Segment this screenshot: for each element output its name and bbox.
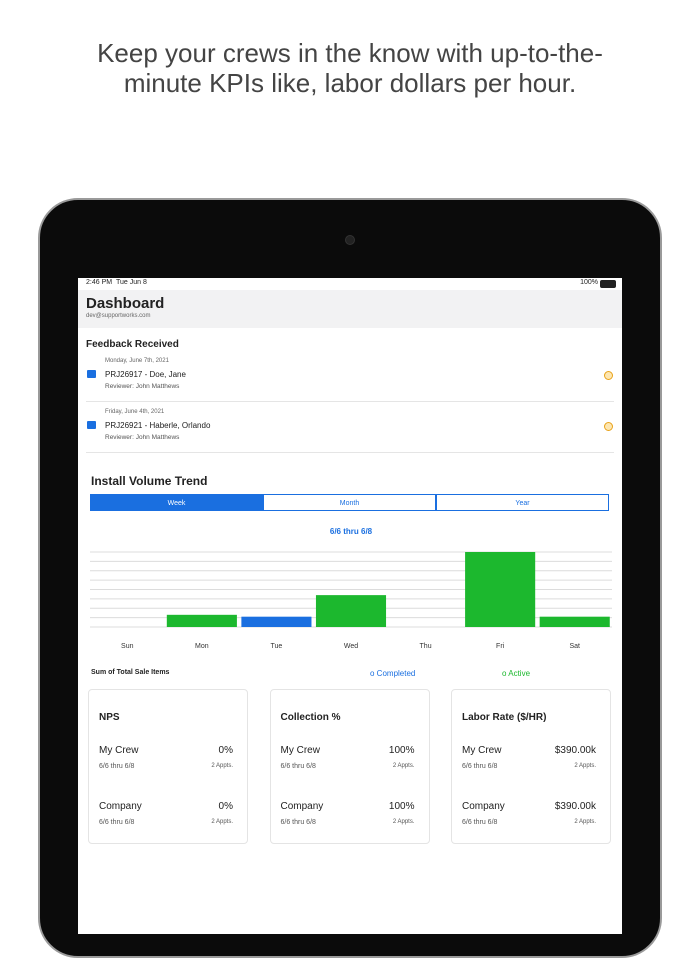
feedback-title: Feedback Received — [86, 339, 179, 350]
status-time: 2:46 PM — [86, 279, 113, 286]
row-value: $390.00k — [554, 801, 596, 812]
status-date: Tue Jun 8 — [116, 279, 147, 286]
screen: 2:46 PM Tue Jun 8 100% Dashboard dev@support… — [78, 278, 622, 934]
bar — [465, 552, 536, 627]
row-name: Company — [462, 801, 505, 812]
row-range: 6/6 thru 6/8 — [99, 819, 135, 826]
separator — [86, 401, 614, 402]
feedback-badge — [604, 422, 613, 431]
header-bar — [78, 290, 622, 328]
row-value: 0% — [218, 801, 233, 812]
row-name: Company — [99, 801, 142, 812]
x-tick-label: Sat — [569, 643, 580, 650]
battery-icon — [600, 280, 616, 288]
period-tab[interactable]: Year — [436, 494, 609, 511]
separator — [86, 452, 614, 453]
row-name: My Crew — [462, 745, 502, 756]
row-appts: 2 Appts. — [574, 763, 596, 769]
x-tick-label: Thu — [420, 643, 432, 650]
kpi-card: Labor Rate ($/HR) My Crew $390.00k 6/6 thru… — [451, 689, 611, 844]
x-tick-label: Sun — [121, 643, 134, 650]
legend-item: o Completed — [370, 669, 416, 678]
kpi-card: Collection % My Crew 100% 6/6 thru 6/8 2 App… — [269, 689, 430, 844]
kpi-card: NPS My Crew 0% 6/6 thru 6/8 2 Appts. Company 0… — [88, 689, 248, 844]
feedback-project[interactable]: PRJ26921 - Haberle, Orlando — [105, 421, 211, 430]
x-tick-label: Wed — [344, 643, 358, 650]
row-name: My Crew — [280, 745, 320, 756]
row-range: 6/6 thru 6/8 — [462, 763, 498, 770]
row-appts: 2 Appts. — [392, 763, 415, 769]
row-appts: 2 Appts. — [211, 763, 233, 769]
x-tick-label: Fri — [496, 643, 505, 650]
period-tab[interactable]: Month — [263, 494, 436, 511]
row-range: 6/6 thru 6/8 — [280, 819, 316, 826]
dashboard-title: Dashboard — [86, 295, 165, 312]
card-title: Collection % — [280, 712, 341, 723]
legend-item: o Active — [502, 669, 531, 678]
x-tick-label: Mon — [195, 643, 209, 650]
row-range: 6/6 thru 6/8 — [280, 763, 316, 770]
period-tab[interactable]: Week — [90, 494, 263, 511]
row-appts: 2 Appts. — [574, 819, 596, 825]
page: {"headline":"Keep your crews in the know… — [38, 38, 662, 958]
row-range: 6/6 thru 6/8 — [462, 819, 498, 826]
feedback-date: Monday, June 7th, 2021 — [105, 358, 169, 364]
row-name: My Crew — [99, 745, 139, 756]
chart-subtitle: 6/6 thru 6/8 — [329, 527, 373, 536]
row-range: 6/6 thru 6/8 — [99, 763, 135, 770]
camera — [345, 235, 355, 245]
summary-label: Sum of Total Sale Items — [91, 669, 170, 676]
feedback-reviewer: Reviewer: John Matthews — [105, 434, 180, 441]
headline: Keep your crews in the know with up-to-t… — [97, 38, 603, 98]
row-value: 100% — [388, 745, 415, 756]
status-battery: 100% — [580, 279, 598, 286]
feedback-project[interactable]: PRJ26917 - Doe, Jane — [105, 370, 186, 379]
row-value: 0% — [218, 745, 233, 756]
chart-title: Install Volume Trend — [91, 474, 208, 488]
feedback-date: Friday, June 4th, 2021 — [105, 409, 165, 415]
row-value: $390.00k — [554, 745, 596, 756]
x-tick-label: Tue — [271, 643, 283, 650]
row-appts: 2 Appts. — [211, 819, 233, 825]
bar — [539, 616, 610, 627]
feedback-reviewer: Reviewer: John Matthews — [105, 383, 180, 390]
card-title: Labor Rate ($/HR) — [462, 712, 547, 723]
bar — [241, 616, 312, 627]
feedback-icon — [87, 421, 96, 429]
bar — [166, 614, 237, 627]
row-name: Company — [280, 801, 324, 812]
row-appts: 2 Appts. — [392, 819, 415, 825]
card-title: NPS — [99, 712, 120, 723]
feedback-badge — [604, 371, 613, 380]
row-value: 100% — [388, 801, 415, 812]
bar-chart: Sun Mon Tue Wed Thu Fri Sat — [90, 551, 612, 650]
bar — [315, 595, 387, 627]
feedback-icon — [87, 370, 96, 378]
user-email: dev@supportworks.com — [86, 313, 151, 319]
